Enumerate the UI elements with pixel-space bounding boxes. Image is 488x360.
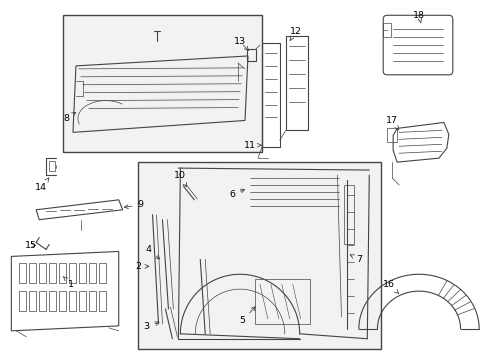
Bar: [39, 291, 46, 311]
Bar: [99, 264, 105, 283]
Text: 5: 5: [239, 307, 255, 325]
Text: 7: 7: [349, 255, 362, 264]
Bar: [79, 291, 86, 311]
Bar: [246, 49, 255, 61]
Bar: [29, 291, 36, 311]
Text: 2: 2: [135, 262, 148, 271]
Bar: [29, 264, 36, 283]
Text: 14: 14: [35, 178, 49, 193]
Bar: [262, 43, 279, 147]
Bar: [69, 264, 76, 283]
Text: 17: 17: [386, 116, 398, 130]
Bar: [285, 36, 307, 130]
Bar: [59, 291, 66, 311]
Text: 12: 12: [289, 27, 301, 41]
Bar: [386, 129, 396, 142]
Bar: [69, 291, 76, 311]
Bar: [99, 291, 105, 311]
Bar: [79, 264, 86, 283]
Text: 8: 8: [63, 112, 76, 123]
Bar: [19, 264, 26, 283]
Text: 11: 11: [244, 141, 261, 150]
Bar: [137, 162, 381, 349]
Bar: [344, 185, 354, 244]
Text: 1: 1: [63, 276, 74, 289]
Bar: [89, 264, 96, 283]
Bar: [49, 264, 56, 283]
Bar: [59, 264, 66, 283]
Bar: [49, 161, 55, 171]
Bar: [39, 264, 46, 283]
Bar: [19, 291, 26, 311]
Bar: [89, 291, 96, 311]
Text: 3: 3: [143, 322, 159, 331]
Text: 15: 15: [25, 241, 37, 250]
Text: 18: 18: [412, 11, 424, 23]
Bar: [254, 279, 309, 324]
Bar: [63, 15, 262, 152]
Bar: [49, 291, 56, 311]
Text: 10: 10: [174, 171, 186, 186]
Text: 4: 4: [145, 245, 159, 259]
Text: 16: 16: [383, 280, 398, 294]
Text: 9: 9: [124, 200, 143, 209]
Bar: [383, 23, 390, 37]
Text: 13: 13: [233, 37, 248, 50]
Text: 6: 6: [228, 189, 244, 199]
